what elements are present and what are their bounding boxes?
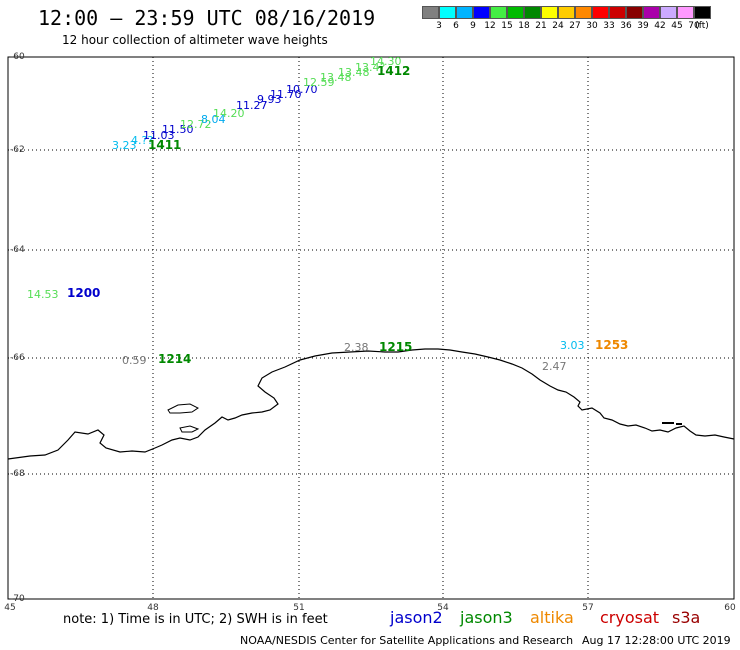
ylabel-62: -62 [10,145,25,155]
obs-value: 12.72 [180,118,212,131]
scale-label: 21 [535,21,547,31]
pass-time-label: 1215 [379,340,413,354]
footer-credit: NOAA/NESDIS Center for Satellite Applica… [240,634,574,647]
scale-swatch [592,6,609,19]
scale-label: 15 [501,21,513,31]
obs-value: 11.50 [162,123,194,136]
scale-label: 70 [688,21,700,31]
scale-label: 9 [470,21,476,31]
obs-value: 9.93 [257,93,282,106]
scale-label: 24 [552,21,564,31]
obs-value: 11.27 [236,99,268,112]
obs-value: 13.48 [320,71,352,84]
ylabel-66: -66 [10,353,25,363]
obs-value: 13.48 [338,66,370,79]
scale-label: 33 [603,21,615,31]
island-west-2 [179,425,200,433]
obs-value: 3.03 [560,339,585,352]
obs-value: 11.70 [270,88,302,101]
footer-timestamp: Aug 17 12:28:00 UTC 2019 [582,634,731,647]
scale-label: 42 [654,21,666,31]
graticule [8,57,734,599]
xlabel-54: 54 [437,603,449,613]
ylabel-64: -64 [10,245,25,255]
pass-time-label: 1200 [67,286,101,300]
pass-time-label: 1411 [148,138,182,152]
pass-time-label: 1253 [595,338,629,352]
scale-label: 18 [518,21,530,31]
xlabel-51: 51 [293,603,305,613]
scale-label: 36 [620,21,632,31]
obs-value: 10.70 [286,83,318,96]
obs-value: 14.53 [27,288,59,301]
scale-label: 6 [453,21,459,31]
scale-label: 12 [484,21,496,31]
legend-altika: altika [530,608,574,627]
scale-swatch [609,6,626,19]
obs-value: 12.59 [303,76,335,89]
xlabel-45: 45 [4,603,16,613]
obs-value: 11.03 [143,129,175,142]
map-subtitle: 12 hour collection of altimeter wave hei… [62,33,328,47]
scale-swatch [524,6,541,19]
obs-value: 14.30 [370,55,402,68]
scale-label: 27 [569,21,581,31]
ylabel-60: -60 [10,52,25,62]
obs-value: 13.4? [355,61,386,74]
legend-jason3: jason3 [460,608,513,627]
xlabel-48: 48 [147,603,159,613]
scale-swatch [507,6,524,19]
legend-jason2: jason2 [390,608,443,627]
scale-swatch [490,6,507,19]
obs-value: 4.?? [131,134,154,147]
obs-value: 8.04 [201,113,226,126]
obs-value: 3.23 [112,139,137,152]
pass-time-label: 1214 [158,352,192,366]
obs-value: 2.38 [344,341,369,354]
ylabel-70: -70 [10,594,25,604]
scale-swatch [677,6,694,19]
scale-label: 30 [586,21,598,31]
xlabel-60: 60 [724,603,736,613]
legend-s3a: s3a [672,608,701,627]
obs-value: 14.20 [213,107,245,120]
map-title: 12:00 – 23:59 UTC 08/16/2019 [38,6,376,30]
footnote: note: 1) Time is in UTC; 2) SWH is in fe… [63,612,328,627]
scale-swatch [541,6,558,19]
island-west-1 [167,403,199,414]
xlabel-57: 57 [582,603,594,613]
scale-swatch [473,6,490,19]
map-frame [7,56,735,600]
scale-swatch [575,6,592,19]
obs-value: 0.59 [122,354,147,367]
scale-swatch [439,6,456,19]
scale-label: 45 [671,21,683,31]
scale-label: 39 [637,21,649,31]
wave-height-color-scale [422,6,711,19]
scale-swatch [643,6,660,19]
scale-swatch [694,6,711,19]
scale-swatch [422,6,439,19]
scale-swatch [558,6,575,19]
scale-swatch [660,6,677,19]
color-scale-labels: 3 6 9 12 15 18 21 24 27 30 33 36 39 42 45 70 (ft) [422,21,740,35]
scale-swatch [626,6,643,19]
scale-label: 3 [436,21,442,31]
ylabel-68: -68 [10,469,25,479]
coastline [7,348,735,460]
scale-label: (ft) [695,21,709,31]
legend-cryosat: cryosat [600,608,660,627]
obs-value: 2.47 [542,360,567,373]
scale-swatch [456,6,473,19]
island-east [662,422,682,425]
pass-time-label: 1412 [377,64,411,78]
